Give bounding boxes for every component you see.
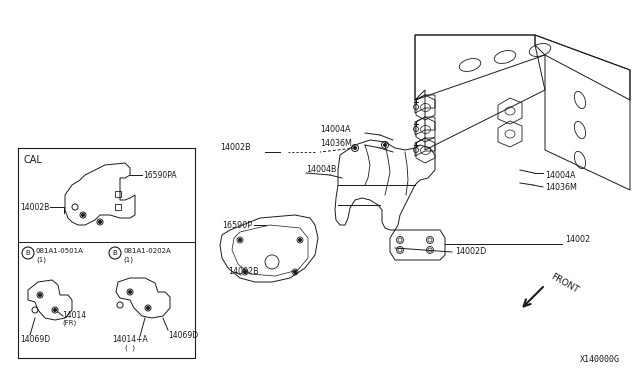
Circle shape	[243, 270, 246, 273]
Text: 14069D: 14069D	[168, 330, 198, 340]
Circle shape	[129, 291, 131, 294]
Text: (1): (1)	[36, 257, 46, 263]
Text: B: B	[26, 250, 30, 256]
Text: 14014+A: 14014+A	[112, 336, 148, 344]
Text: X140000G: X140000G	[580, 356, 620, 365]
Circle shape	[353, 147, 356, 150]
Circle shape	[294, 270, 296, 273]
Circle shape	[54, 308, 56, 311]
Text: 14002D: 14002D	[455, 247, 486, 257]
Text: 081A1-0501A: 081A1-0501A	[36, 248, 84, 254]
Text: (FR): (FR)	[62, 320, 76, 326]
Text: 14036M: 14036M	[320, 138, 352, 148]
Circle shape	[38, 294, 42, 296]
Circle shape	[147, 307, 150, 310]
Text: 14002: 14002	[565, 235, 590, 244]
Text: (  ): ( )	[125, 345, 135, 351]
Circle shape	[298, 238, 301, 241]
Text: 14004B: 14004B	[306, 166, 337, 174]
Text: FRONT: FRONT	[549, 272, 580, 295]
Text: 14069D: 14069D	[20, 336, 50, 344]
Text: 14004A: 14004A	[320, 125, 351, 135]
Circle shape	[81, 214, 84, 217]
Bar	[115, 191, 121, 197]
Circle shape	[383, 144, 387, 147]
Text: B: B	[113, 250, 117, 256]
Text: 14002B: 14002B	[20, 202, 49, 212]
Bar	[115, 204, 121, 210]
Text: 14014: 14014	[62, 311, 86, 321]
Text: 16590PA: 16590PA	[143, 170, 177, 180]
Text: (1): (1)	[123, 257, 133, 263]
Text: 081A1-0202A: 081A1-0202A	[123, 248, 171, 254]
Circle shape	[239, 238, 241, 241]
Text: 14002B: 14002B	[220, 144, 251, 153]
Text: CAL: CAL	[24, 155, 43, 165]
Text: 14004A: 14004A	[545, 170, 575, 180]
Circle shape	[99, 221, 102, 224]
Text: 16590P: 16590P	[222, 221, 252, 230]
Text: 14002B: 14002B	[228, 267, 259, 276]
Text: 14036M: 14036M	[545, 183, 577, 192]
